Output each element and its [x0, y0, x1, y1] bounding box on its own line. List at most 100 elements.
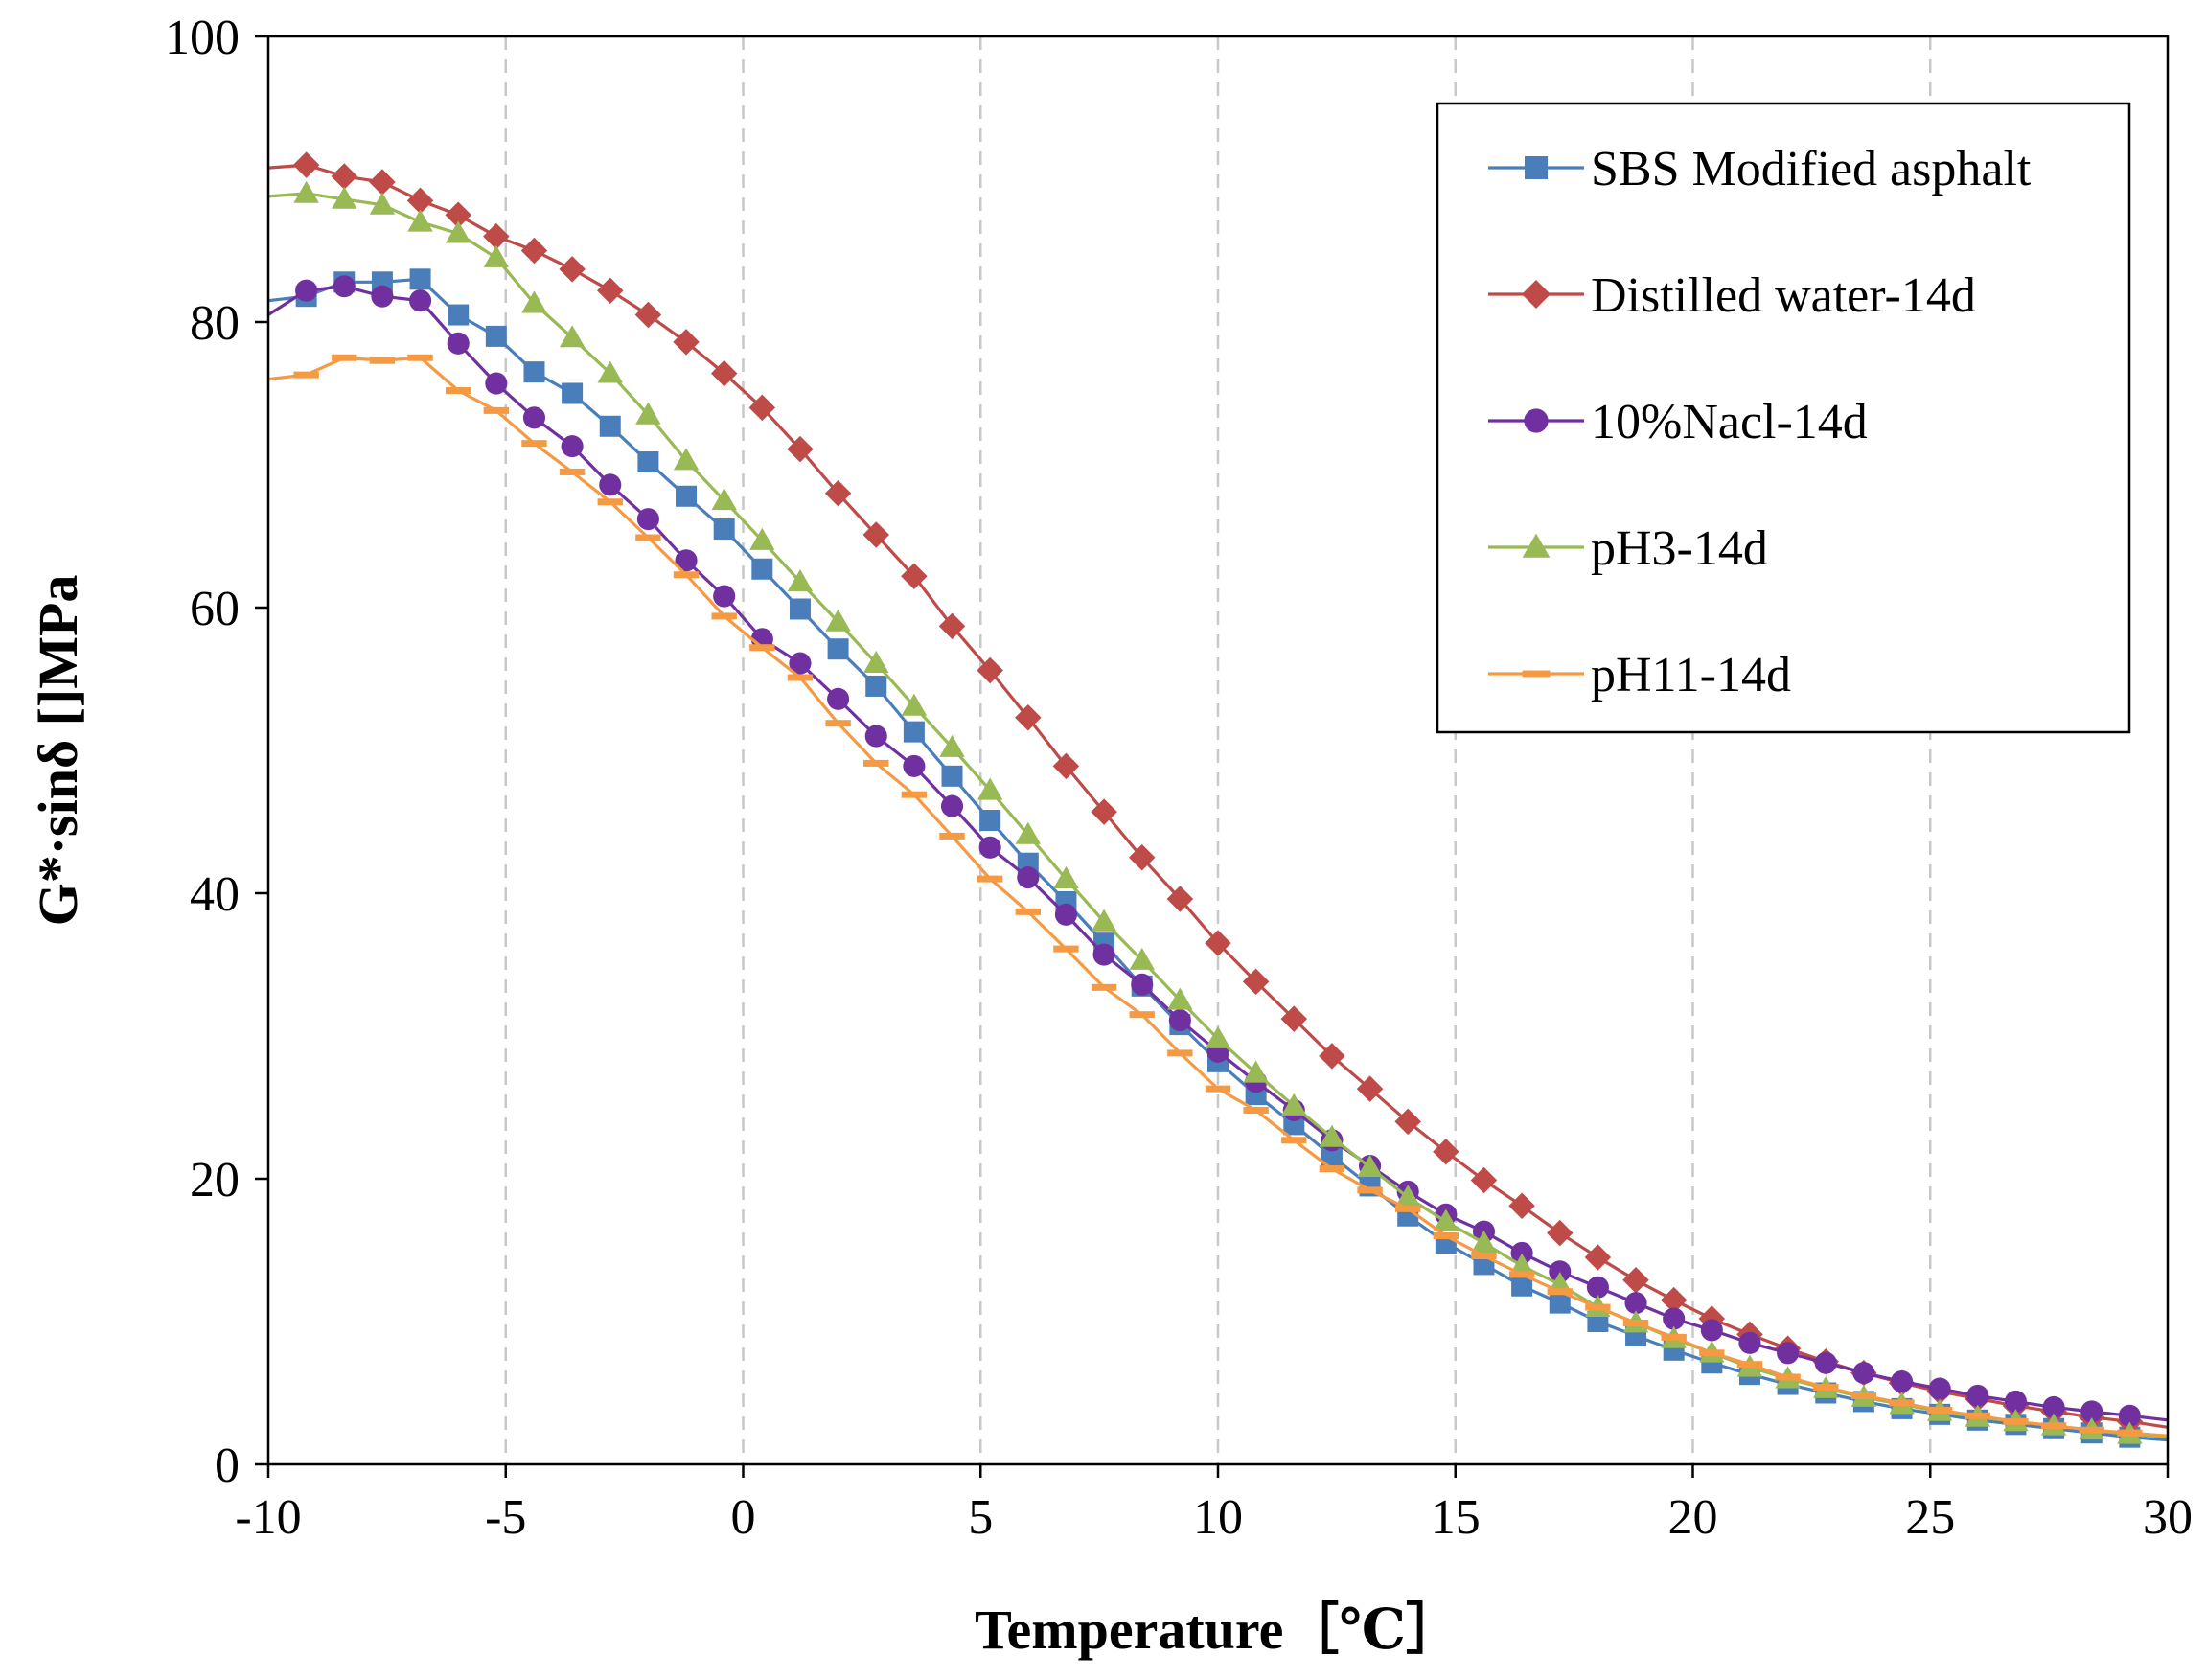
data-point — [448, 304, 470, 326]
data-point — [676, 485, 698, 507]
data-point — [787, 674, 814, 681]
data-point — [406, 187, 434, 215]
data-point — [824, 480, 852, 507]
data-point — [939, 832, 965, 840]
data-point — [333, 275, 356, 298]
data-point — [1092, 943, 1115, 966]
data-point — [751, 558, 773, 580]
data-point — [559, 325, 586, 348]
x-tick-label: 5 — [968, 1490, 993, 1545]
data-point — [371, 285, 394, 308]
data-point — [599, 415, 621, 437]
data-point — [1242, 968, 1270, 996]
data-point — [1394, 1108, 1421, 1136]
data-point — [1395, 1185, 1421, 1208]
data-point — [446, 220, 471, 243]
data-point — [1433, 1138, 1459, 1165]
data-point — [2079, 1426, 2104, 1434]
x-tick-label: 20 — [1668, 1490, 1718, 1545]
legend-marker — [1525, 156, 1548, 179]
data-point — [1319, 1124, 1345, 1147]
data-point — [1129, 947, 1155, 970]
data-point — [1813, 1384, 1839, 1392]
data-point — [749, 527, 775, 550]
data-point — [1508, 1192, 1535, 1220]
data-point — [332, 354, 357, 361]
data-point — [295, 279, 318, 302]
data-point — [2118, 1404, 2141, 1427]
data-point — [1584, 1244, 1612, 1271]
data-point — [711, 488, 737, 511]
data-point — [1777, 1342, 1800, 1365]
data-point — [1166, 886, 1194, 912]
data-point — [597, 360, 623, 383]
data-point — [634, 301, 662, 329]
data-point — [1850, 1392, 1877, 1399]
legend-marker — [1522, 280, 1551, 309]
data-point — [1053, 945, 1079, 953]
data-point — [673, 571, 700, 579]
data-point — [1321, 1145, 1343, 1167]
data-point — [369, 357, 396, 364]
data-point — [827, 687, 850, 710]
data-point — [2042, 1395, 2065, 1418]
data-point — [409, 289, 432, 312]
y-tick-label: 20 — [190, 1153, 240, 1208]
data-point — [1280, 1005, 1308, 1032]
legend-entry: Distilled water-14d — [1488, 268, 1976, 323]
data-point — [675, 549, 698, 572]
y-tick-label: 0 — [215, 1438, 240, 1493]
data-point — [1549, 1292, 1571, 1314]
data-point — [2080, 1400, 2103, 1423]
data-point — [1622, 1319, 1649, 1326]
data-point — [825, 720, 851, 727]
y-tick-label: 80 — [190, 296, 240, 351]
legend-label: Distilled water-14d — [1591, 268, 1976, 323]
data-point — [1243, 1060, 1269, 1083]
data-point — [938, 612, 966, 640]
data-point — [903, 754, 926, 777]
data-point — [521, 290, 547, 313]
x-tick-label: 15 — [1431, 1490, 1481, 1545]
data-point — [1624, 1292, 1647, 1315]
data-point — [1319, 1043, 1345, 1070]
data-point — [787, 568, 814, 592]
data-point — [978, 836, 1001, 859]
data-point — [1054, 903, 1077, 926]
data-point — [903, 721, 925, 743]
data-point — [1586, 1276, 1609, 1299]
data-point — [941, 765, 963, 787]
data-point — [1965, 1412, 1990, 1419]
data-point — [1319, 1165, 1345, 1173]
legend-label: 10%Nacl-14d — [1591, 395, 1868, 449]
data-point — [1966, 1384, 1989, 1408]
data-point — [1091, 909, 1117, 932]
data-point — [483, 222, 510, 250]
data-point — [713, 518, 735, 541]
data-point — [1091, 983, 1117, 991]
data-point — [562, 382, 584, 404]
data-point — [863, 759, 889, 767]
legend-marker — [1524, 408, 1549, 433]
legend-entry: pH3-14d — [1488, 521, 1768, 576]
data-point — [407, 209, 433, 232]
data-point — [748, 394, 776, 422]
data-point — [1699, 1349, 1725, 1357]
y-tick-label: 60 — [190, 582, 240, 636]
data-point — [292, 151, 320, 178]
legend-label: pH11-14d — [1591, 648, 1791, 702]
data-point — [1395, 1205, 1421, 1212]
data-point — [409, 268, 431, 290]
data-point — [1017, 866, 1040, 889]
data-point — [521, 440, 547, 448]
data-point — [711, 612, 737, 620]
data-point — [1053, 865, 1079, 888]
data-point — [1015, 908, 1041, 915]
legend-label: SBS Modified asphalt — [1591, 142, 2032, 196]
data-point — [1015, 821, 1041, 844]
data-point — [939, 734, 965, 757]
legend-label: pH3-14d — [1591, 521, 1768, 576]
x-tick-label: -10 — [235, 1490, 301, 1545]
data-point — [1243, 1106, 1269, 1114]
x-tick-label: 30 — [2143, 1490, 2193, 1545]
